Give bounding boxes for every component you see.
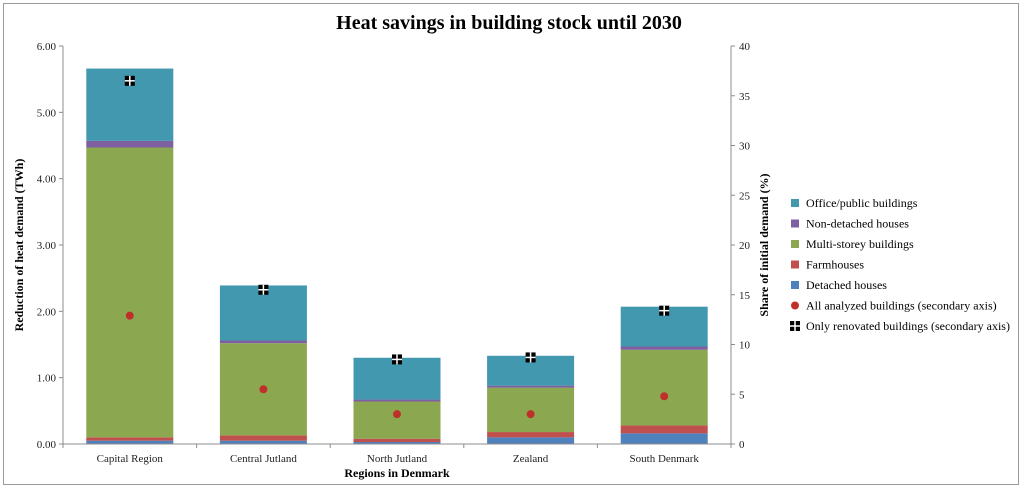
bar-farmhouses-capital-region [86, 437, 174, 441]
y-tick-label: 0.00 [37, 439, 57, 451]
bar-multi-storey-buildings-capital-region [86, 147, 174, 438]
y-tick-label: 3.00 [37, 240, 57, 252]
y-tick-label: 4.00 [37, 174, 57, 186]
legend-label: Multi-storey buildings [806, 237, 914, 251]
y-axis-title: Reduction of heat demand (TWh) [12, 159, 26, 332]
legend-label: Detached houses [806, 278, 887, 292]
x-tick-label-central-jutland: Central Jutland [230, 453, 297, 465]
bar-farmhouses-south-denmark [620, 425, 708, 434]
marker-all-analyzed-buildings-secondary-axis-capital-region [125, 311, 134, 320]
primary-y-ticks: 0.00 1.00 2.00 3.00 4.00 5.00 6.00 [37, 41, 63, 451]
legend-label: Office/public buildings [806, 196, 918, 210]
legend-item-farmhouses: Farmhouses [791, 258, 864, 272]
y2-tick-label: 5 [739, 389, 745, 401]
bar-detached-houses-zealand [487, 437, 575, 444]
marker-only-renovated-buildings-secondary-axis-north-jutland [392, 354, 402, 365]
marker-only-renovated-buildings-secondary-axis-zealand [525, 352, 536, 363]
marker-all-analyzed-buildings-secondary-axis-north-jutland [393, 410, 401, 419]
bar-detached-houses-north-jutland [353, 442, 441, 444]
bar-non-detached-houses-south-denmark [620, 346, 708, 350]
y2-tick-label: 15 [739, 290, 751, 302]
marker-all-analyzed-buildings-secondary-axis-central-jutland [259, 385, 268, 394]
legend-swatch [791, 301, 799, 310]
y2-tick-label: 10 [739, 340, 751, 352]
x-axis-title: Regions in Denmark [344, 466, 450, 480]
y-tick-label: 5.00 [37, 107, 57, 119]
legend-item-only-renovated-buildings-secondary-axis: Only renovated buildings (secondary axis… [790, 319, 1010, 333]
legend-label: All analyzed buildings (secondary axis) [806, 299, 997, 313]
marker-all-analyzed-buildings-secondary-axis-south-denmark [660, 392, 669, 401]
bar-non-detached-houses-north-jutland [353, 399, 441, 402]
legend-swatch [791, 260, 799, 269]
bar-multi-storey-buildings-north-jutland [353, 401, 441, 439]
legend-item-office-public-buildings: Office/public buildings [791, 196, 918, 210]
bar-office-public-buildings-north-jutland [353, 357, 441, 400]
bar-multi-storey-buildings-south-denmark [620, 349, 708, 426]
bar-detached-houses-south-denmark [620, 433, 708, 444]
y-tick-label: 1.00 [37, 373, 57, 385]
marker-only-renovated-buildings-secondary-axis-south-denmark [659, 305, 670, 316]
y2-tick-label: 20 [739, 240, 751, 252]
bar-farmhouses-central-jutland [219, 435, 307, 441]
legend-item-multi-storey-buildings: Multi-storey buildings [791, 237, 914, 251]
y2-tick-label: 35 [739, 91, 751, 103]
x-tick-label-zealand: Zealand [513, 453, 549, 465]
legend-item-all-analyzed-buildings-secondary-axis: All analyzed buildings (secondary axis) [791, 299, 997, 313]
secondary-y-ticks: 0 5 10 15 20 25 30 35 40 [731, 41, 751, 451]
y-tick-label: 6.00 [37, 41, 57, 53]
chart-title: Heat savings in building stock until 203… [336, 12, 682, 34]
legend-swatch [791, 281, 799, 289]
x-tick-label-south-denmark: South Denmark [630, 453, 700, 465]
bar-multi-storey-buildings-zealand [487, 387, 575, 433]
y2-tick-label: 0 [739, 439, 745, 451]
bar-farmhouses-zealand [487, 432, 575, 438]
x-tick-labels: Capital Region Central Jutland North Jutla… [62, 444, 732, 465]
legend-swatch [791, 219, 799, 228]
marker-all-analyzed-buildings-secondary-axis-zealand [526, 410, 535, 419]
bar-non-detached-houses-zealand [487, 385, 575, 388]
legend-label: Farmhouses [806, 258, 864, 272]
x-tick-label-north-jutland: North Jutland [367, 453, 428, 465]
legend-label: Only renovated buildings (secondary axis… [806, 319, 1010, 333]
legend-swatch [791, 240, 799, 248]
chart-frame: Heat savings in building stock until 203… [3, 3, 1019, 485]
heat-savings-chart: Heat savings in building stock until 203… [12, 12, 1010, 480]
x-tick-label-capital-region: Capital Region [97, 453, 164, 465]
bar-non-detached-houses-central-jutland [219, 340, 307, 344]
bar-farmhouses-north-jutland [353, 438, 441, 443]
legend-item-detached-houses: Detached houses [791, 278, 887, 292]
legend-label: Non-detached houses [806, 217, 909, 231]
legend: Office/public buildings Non-detached hous… [790, 196, 1010, 333]
bar-non-detached-houses-capital-region [86, 140, 174, 148]
marker-only-renovated-buildings-secondary-axis-capital-region [124, 75, 135, 86]
plot-area [86, 68, 708, 444]
y2-tick-label: 30 [739, 141, 751, 153]
y2-tick-label: 40 [739, 41, 751, 53]
legend-item-non-detached-houses: Non-detached houses [791, 217, 909, 231]
marker-only-renovated-buildings-secondary-axis-central-jutland [258, 284, 269, 295]
y2-tick-label: 25 [739, 190, 751, 202]
legend-swatch [791, 199, 799, 207]
bar-detached-houses-central-jutland [219, 440, 307, 444]
bar-detached-houses-capital-region [86, 440, 174, 444]
y-tick-label: 2.00 [37, 306, 57, 318]
y2-axis-title: Share of initial demand (%) [757, 173, 771, 316]
